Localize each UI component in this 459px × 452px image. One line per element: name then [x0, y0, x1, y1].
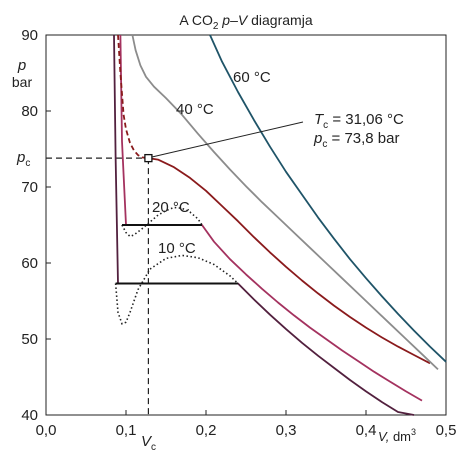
y-axis-unit: bar	[12, 74, 33, 90]
isotherm-label: 20 °C	[152, 199, 190, 216]
x-tick-label: 0,2	[196, 422, 217, 439]
vdw-loop-1	[121, 206, 203, 238]
critical-point-marker	[144, 153, 153, 163]
isotherm-1	[119, 34, 423, 402]
y-tick-label: 40	[21, 407, 38, 424]
vdw-loop-0	[114, 254, 239, 325]
pc-axis-label: pc	[16, 149, 30, 169]
isotherm-4	[209, 34, 447, 363]
x-tick-label: 0,5	[436, 422, 457, 439]
x-axis-label: V, dm3	[378, 427, 416, 444]
chart-title: A CO2 p–V diagramja	[179, 12, 312, 32]
x-tick-label: 0,1	[116, 422, 137, 439]
x-tick-label: 0,4	[356, 422, 377, 439]
isotherm-label: 60 °C	[233, 69, 271, 86]
critical-isotherm-dashed	[117, 34, 149, 159]
vc-axis-label: Vc	[141, 433, 156, 452]
y-tick-label: 80	[21, 103, 38, 120]
y-tick-label: 60	[21, 255, 38, 272]
isotherm-3	[131, 34, 439, 371]
plot-frame	[45, 34, 447, 416]
y-axis-label: p	[17, 57, 26, 74]
x-tick-label: 0,0	[36, 422, 57, 439]
x-tick-label: 0,3	[276, 422, 297, 439]
y-tick-label: 50	[21, 331, 38, 348]
y-tick-label: 90	[21, 27, 38, 44]
isotherm-label: 10 °C	[158, 240, 196, 257]
pc-annotation: pc = 73,8 bar	[313, 130, 399, 150]
critical-point-leader	[151, 121, 304, 158]
isotherm-2	[148, 157, 431, 365]
tc-annotation: Tc = 31,06 °C	[314, 111, 404, 131]
y-tick-label: 70	[21, 179, 38, 196]
isotherm-label: 40 °C	[176, 101, 214, 118]
